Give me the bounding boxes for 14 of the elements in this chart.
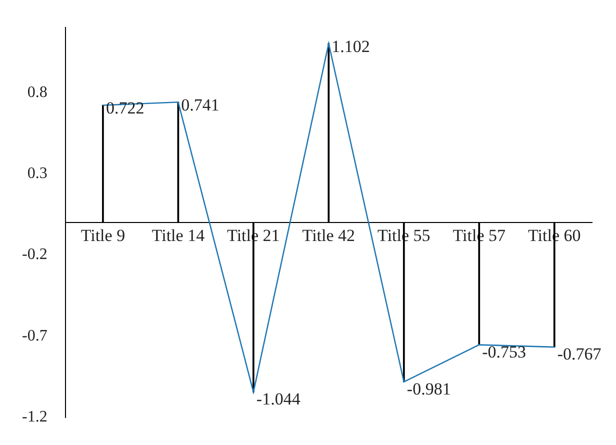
x-tick-label: Title 14 [152, 226, 206, 246]
y-tick-label: -1.2 [22, 408, 48, 426]
data-label: -0.981 [406, 379, 451, 398]
data-label: 1.102 [332, 36, 370, 56]
x-tick-label: Title 42 [302, 226, 356, 246]
y-tick-label: 0.3 [27, 164, 48, 182]
x-tick-label: Title 9 [80, 226, 126, 246]
data-label: -1.044 [256, 390, 301, 409]
y-tick-label: 0.8 [27, 84, 48, 101]
y-tick-label: -0.2 [22, 246, 48, 264]
data-label: -0.767 [557, 344, 602, 364]
data-label: 0.741 [181, 96, 220, 115]
data-label: -0.753 [482, 342, 526, 362]
y-tick-label: -0.7 [22, 327, 48, 344]
